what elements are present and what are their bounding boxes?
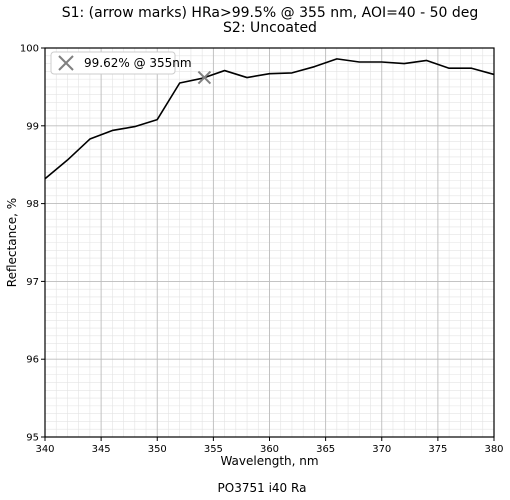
marker-stroke — [197, 70, 212, 85]
reflectance-series-line — [44, 58, 495, 180]
x-tick-label: 370 — [372, 444, 391, 455]
legend-box — [50, 51, 176, 75]
chart-title: S1: (arrow marks) HRa>99.5% @ 355 nm, AO… — [62, 5, 479, 21]
x-tick-label: 360 — [260, 444, 279, 455]
y-tick-label: 99 — [26, 121, 39, 132]
x-tick-label: 375 — [428, 444, 447, 455]
legend-label: 99.62% @ 355nm — [84, 56, 192, 70]
tick-labels: 340 345 350 355 360 365 370 375 380 95 96 97 98 99 100 — [20, 44, 504, 456]
plot-frame — [44, 47, 495, 438]
grid — [44, 47, 495, 438]
y-axis-label: Reflectance, % — [5, 198, 19, 287]
x-tick-label: 345 — [92, 444, 111, 455]
x-tick-label: 365 — [316, 444, 335, 455]
y-tick-label: 95 — [26, 433, 39, 444]
data-marker-x-icon — [197, 70, 212, 85]
chart-subtitle: S2: Uncoated — [223, 20, 317, 36]
x-tick-label: 340 — [35, 444, 54, 455]
y-tick-label: 100 — [20, 44, 39, 55]
x-axis-label: Wavelength, nm — [220, 454, 318, 468]
footer-label: PO3751 i40 Ra — [218, 481, 307, 495]
legend-marker-icon — [58, 55, 74, 71]
legend: 99.62% @ 355nm — [50, 51, 192, 75]
y-tick-label: 98 — [26, 199, 39, 210]
y-tick-label: 96 — [26, 355, 39, 366]
x-tick-label: 350 — [148, 444, 167, 455]
x-tick-label: 380 — [484, 444, 503, 455]
series-group — [44, 58, 495, 180]
legend-marker-stroke — [58, 55, 74, 71]
x-tick-label: 355 — [204, 444, 223, 455]
y-tick-label: 97 — [26, 277, 39, 288]
